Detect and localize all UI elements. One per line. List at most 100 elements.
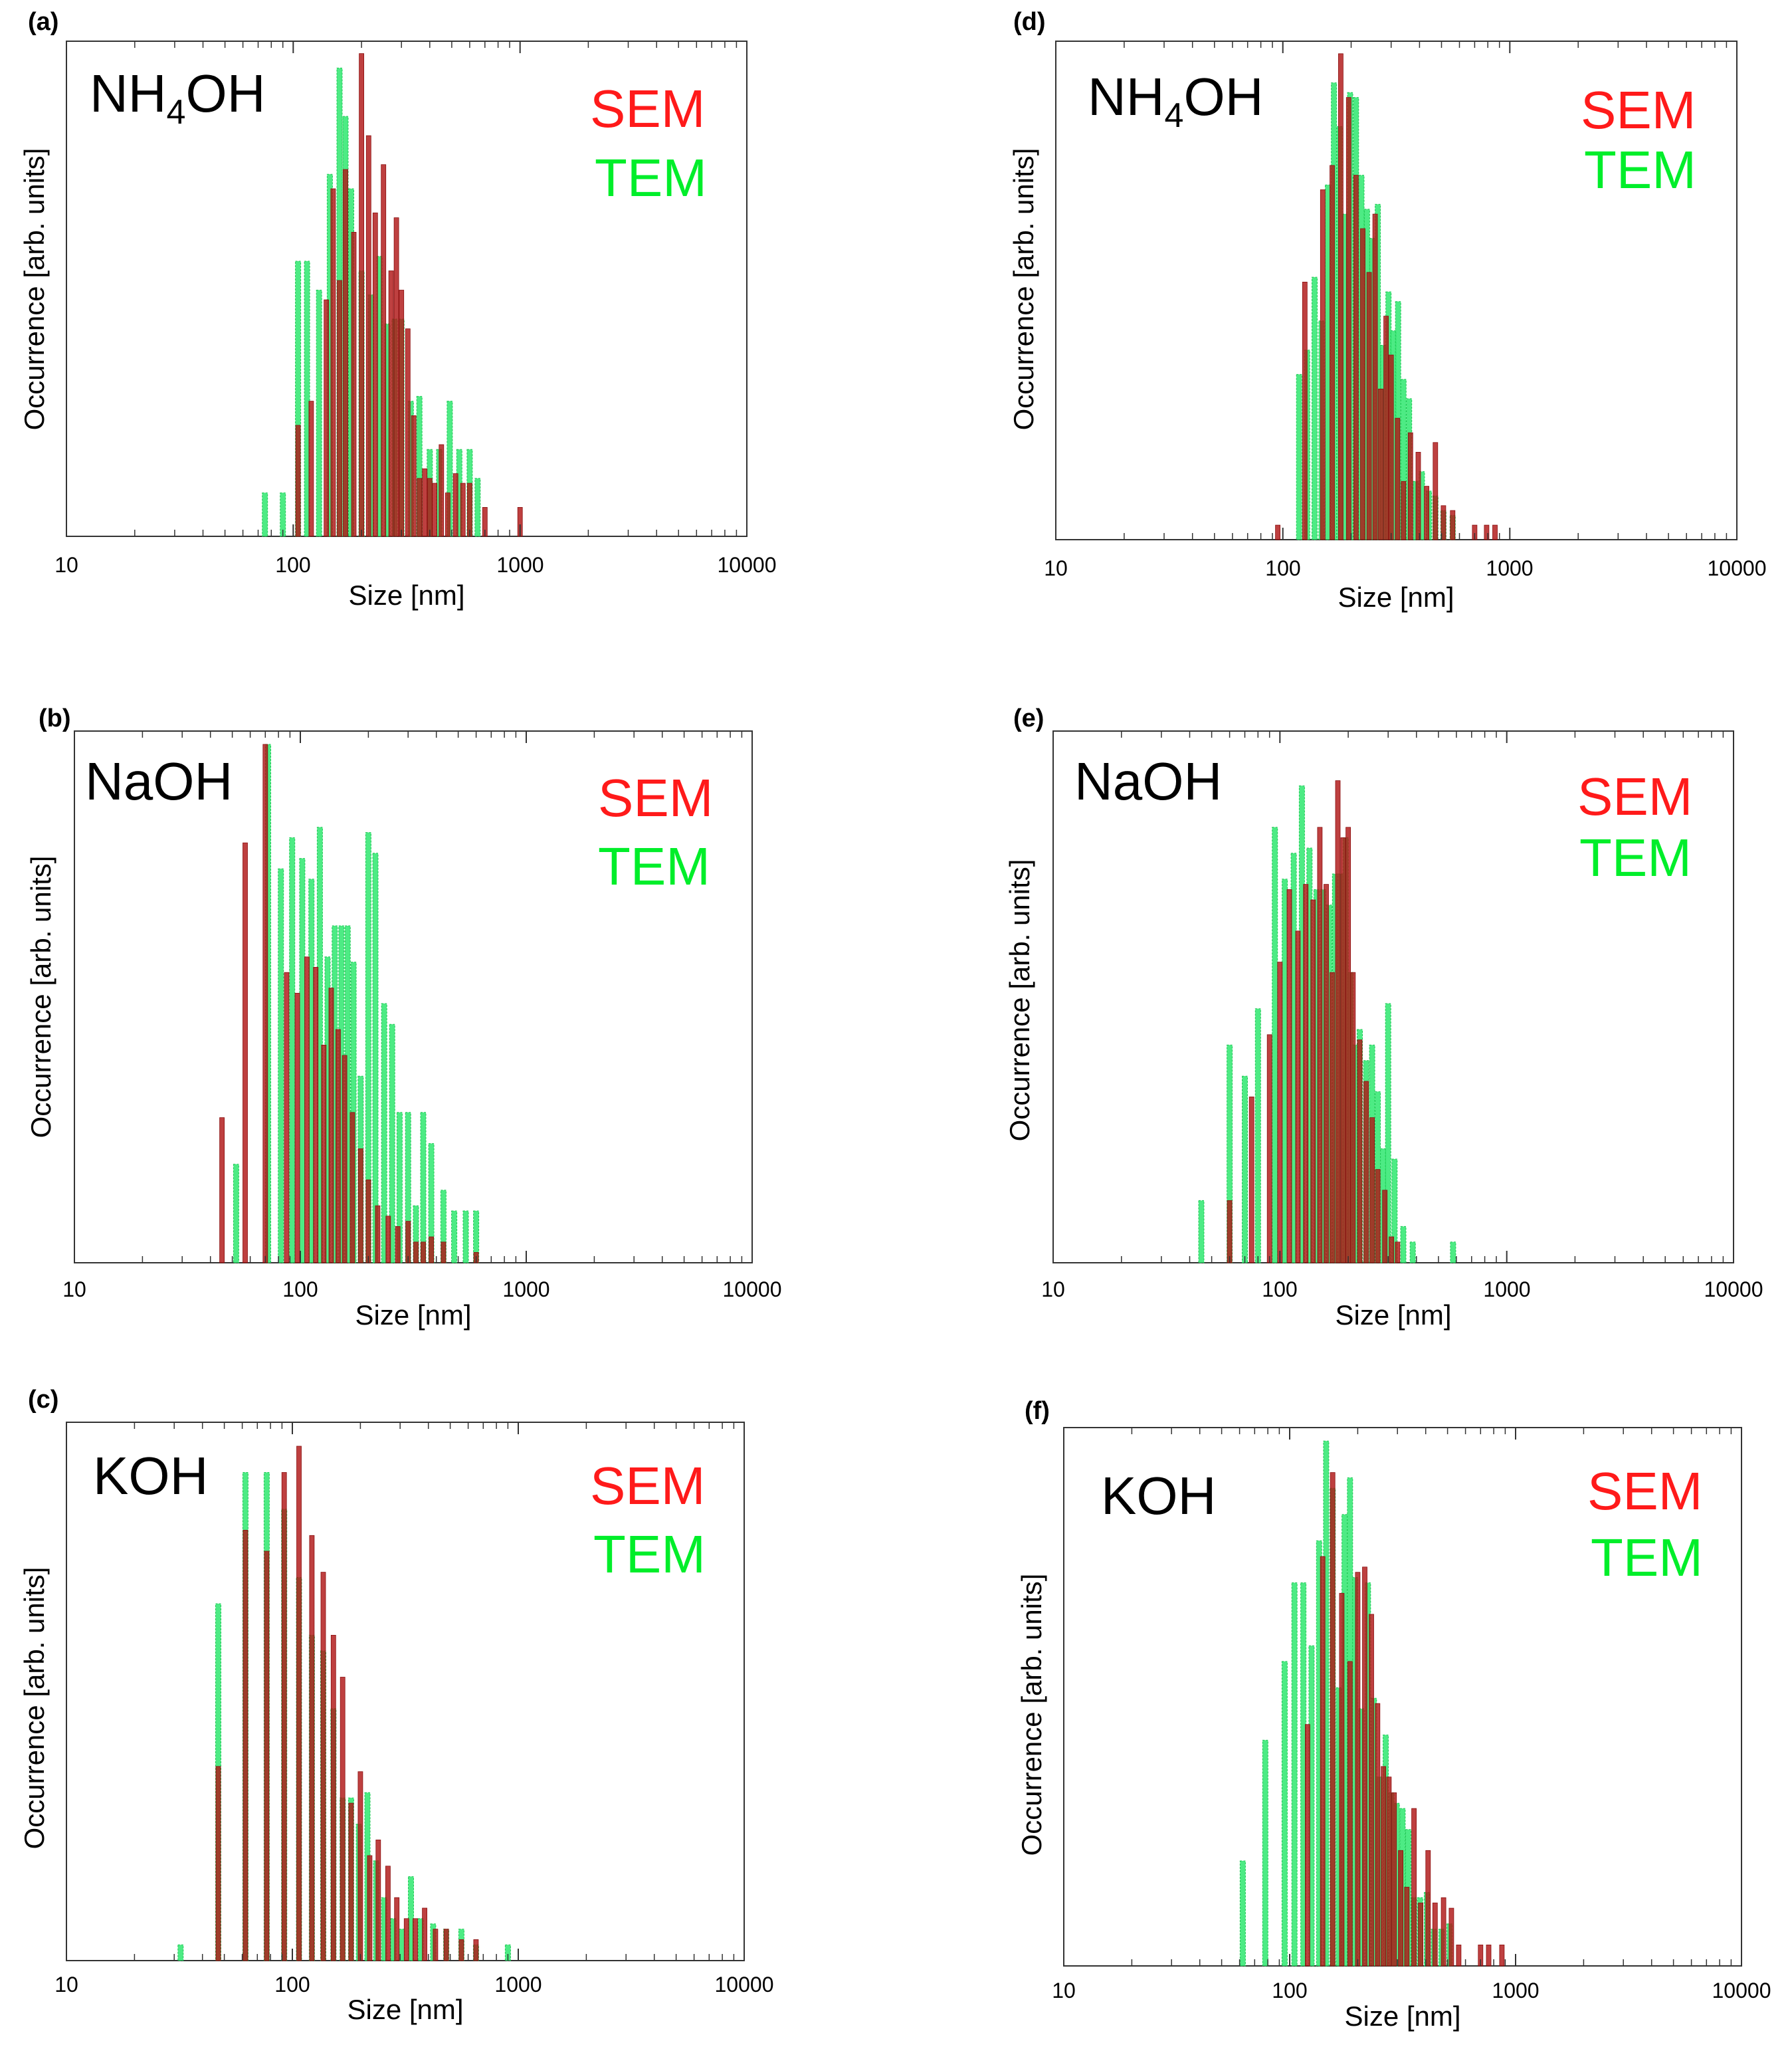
tem-bar — [299, 858, 306, 1263]
sem-bar — [1350, 972, 1356, 1263]
reagent-label: KOH — [1101, 1466, 1217, 1525]
x-tick-label: 10 — [54, 553, 78, 577]
sem-bar — [337, 280, 342, 537]
sem-bar — [357, 1771, 363, 1961]
sem-bar — [1362, 1566, 1367, 1967]
x-axis-label: Size [nm] — [1344, 2000, 1461, 2032]
sem-bar — [1372, 213, 1378, 540]
tem-bar — [1409, 1241, 1416, 1263]
tem-bar — [1391, 1158, 1398, 1263]
sem-bar — [1366, 272, 1372, 540]
sem-bar — [1353, 175, 1359, 540]
sem-bar — [349, 1112, 355, 1263]
sem-bar — [215, 1766, 221, 1961]
sem-bar — [330, 188, 336, 537]
sem-bar — [348, 1802, 354, 1961]
tem-bar — [1296, 374, 1302, 540]
chart-svg — [1063, 1427, 1742, 1967]
sem-bar — [1302, 281, 1308, 540]
y-axis-label: Occurrence [arb. units] — [19, 1566, 50, 1850]
tick-group — [1052, 731, 1734, 1263]
sem-bar — [1388, 354, 1394, 540]
sem-bar — [417, 478, 423, 537]
sem-bar — [340, 1677, 346, 1961]
sem-bar — [294, 992, 300, 1263]
x-tick-label: 100 — [274, 1973, 310, 1996]
y-axis-label: Occurrence [arb. units] — [1004, 859, 1035, 1142]
x-tick-label: 1000 — [1492, 1979, 1540, 2002]
x-axis-label: Size [nm] — [347, 1994, 464, 2025]
sem-bar — [1347, 1661, 1353, 1967]
tem-bar — [1320, 889, 1326, 1263]
sem-bar — [413, 1241, 419, 1263]
sem-bar — [1305, 1724, 1310, 1967]
sem-bar — [243, 842, 248, 1263]
sem-bar — [313, 966, 319, 1263]
sem-bar — [284, 972, 290, 1263]
sem-bar — [413, 1918, 418, 1961]
sem-bar — [1248, 1097, 1254, 1263]
tem-bar — [1242, 1075, 1248, 1263]
sem-bar — [1320, 189, 1326, 540]
sem-bar — [1401, 481, 1407, 540]
tick-group — [1063, 1428, 1742, 1966]
legend-tem: TEM — [593, 1525, 706, 1584]
sem-bar — [1486, 1945, 1492, 1967]
x-tick-label: 10 — [62, 1277, 86, 1301]
sem-bar — [295, 425, 301, 537]
tem-bar — [1282, 879, 1288, 1263]
sem-bar — [1355, 1572, 1361, 1967]
tem-bar — [1262, 1739, 1268, 1967]
sem-bar — [1320, 1556, 1326, 1967]
x-tick-label: 1000 — [502, 1277, 550, 1301]
sem-bar — [359, 53, 364, 537]
tem-bar — [1281, 1661, 1288, 1967]
sem-bar — [1277, 962, 1283, 1263]
tem-bar — [233, 1164, 239, 1263]
x-tick-label: 10000 — [714, 1973, 774, 1996]
sem-bar — [1317, 827, 1323, 1263]
sem-bar — [1492, 524, 1498, 540]
sem-bar — [399, 290, 405, 537]
x-axis-label: Size [nm] — [348, 580, 465, 611]
sem-bar — [1448, 1907, 1454, 1967]
chart-panel-b: (b) NaOH SEM TEM 10 100 1000 10000 Size … — [0, 698, 896, 1362]
sem-bar — [1386, 1777, 1392, 1967]
chart-svg — [74, 730, 753, 1263]
bar-group — [219, 744, 480, 1263]
sem-bar — [1415, 452, 1421, 540]
bar-group — [177, 1446, 511, 1961]
sem-bar — [1418, 1902, 1423, 1967]
x-tick-label: 10 — [54, 1973, 78, 1996]
y-axis-label: Occurrence [arb. units] — [19, 148, 50, 431]
y-axis-label: Occurrence [arb. units] — [25, 855, 56, 1138]
sem-bar — [445, 492, 450, 537]
tem-bar — [420, 1112, 427, 1263]
legend-tem: TEM — [1591, 1528, 1703, 1587]
sem-bar — [324, 299, 330, 537]
panel-label: (b) — [39, 704, 71, 732]
sem-bar — [320, 1572, 326, 1961]
sem-bar — [1398, 1850, 1403, 1967]
sem-bar — [1330, 972, 1335, 1263]
legend-sem: SEM — [598, 768, 714, 827]
y-axis-label: Occurrence [arb. units] — [1016, 1573, 1047, 1856]
sem-bar — [1338, 53, 1344, 540]
reagent-label: NaOH — [85, 752, 233, 811]
tem-bar — [289, 837, 296, 1263]
tem-bar — [365, 832, 371, 1263]
chart-svg — [1055, 41, 1738, 540]
sem-bar — [308, 401, 314, 537]
sem-bar — [394, 1897, 400, 1961]
tem-bar — [417, 1918, 424, 1961]
sem-bar — [458, 1939, 464, 1961]
sem-bar — [1484, 524, 1490, 540]
sem-bar — [422, 468, 428, 537]
sem-bar — [1432, 1902, 1438, 1967]
sem-bar — [1375, 1703, 1381, 1967]
sem-bar — [1389, 1236, 1394, 1263]
sem-bar — [1340, 837, 1346, 1263]
tem-bar — [1400, 379, 1407, 540]
tem-bar — [1400, 1226, 1407, 1263]
sem-bar — [388, 270, 394, 537]
